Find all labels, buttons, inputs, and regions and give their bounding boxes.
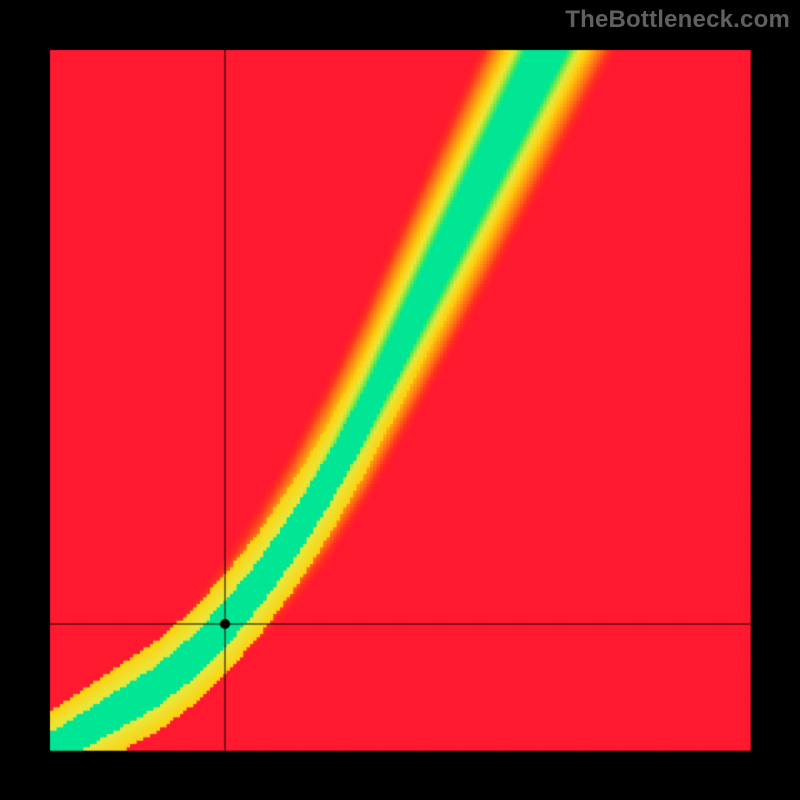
watermark-text: TheBottleneck.com xyxy=(565,6,790,34)
bottleneck-heatmap xyxy=(0,0,800,800)
